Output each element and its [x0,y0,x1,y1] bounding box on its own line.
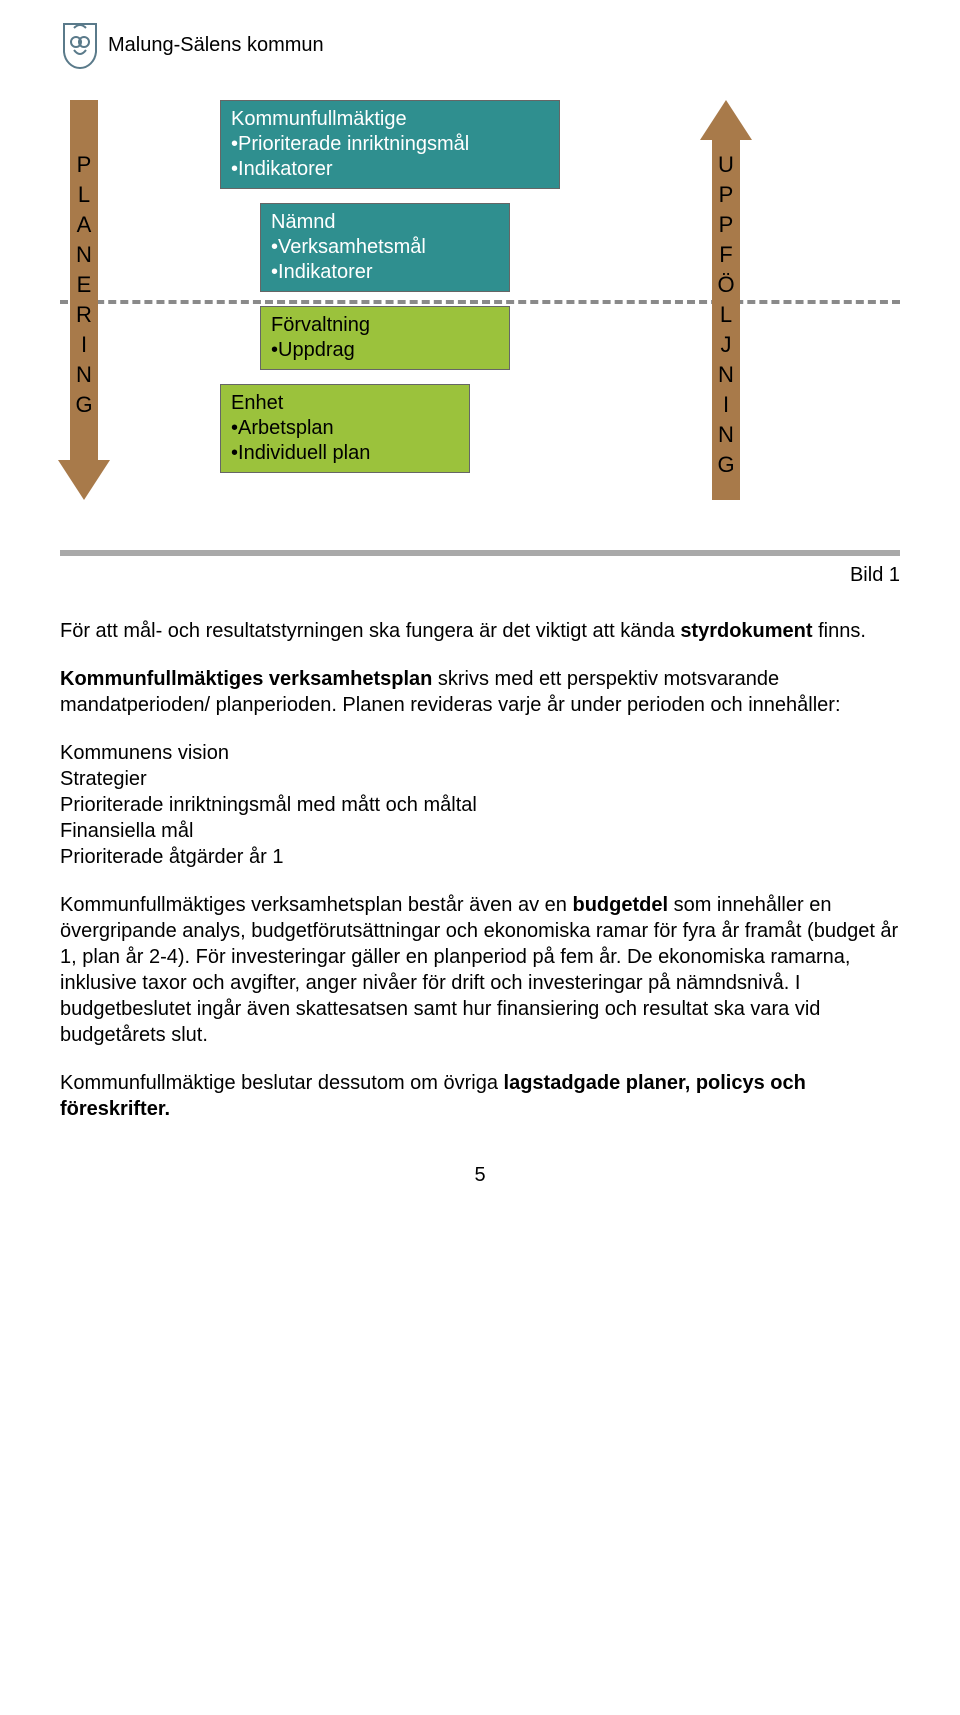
diagram-boxes: KommunfullmäktigePrioriterade inriktning… [220,100,580,487]
text: finns. [813,620,866,642]
left-arrow-label: PLANERING [74,150,94,420]
box-item: Verksamhetsmål [271,235,499,260]
bold-text: budgetdel [572,894,668,916]
box-item: Uppdrag [271,338,499,363]
box-title: Kommunfullmäktige [231,107,549,132]
diagram-box: KommunfullmäktigePrioriterade inriktning… [220,100,560,189]
box-item: Prioriterade inriktningsmål [231,132,549,157]
planning-diagram: PLANERING UPPFÖLJNING KommunfullmäktigeP… [60,100,900,530]
left-arrow: PLANERING [60,100,108,500]
box-title: Enhet [231,391,459,416]
paragraph-3: Kommunfullmäktiges verksamhetsplan bestå… [60,892,900,1048]
box-title: Nämnd [271,210,499,235]
bold-text: styrdokument [680,620,812,642]
paragraph-2: Kommunfullmäktiges verksamhetsplan skriv… [60,666,900,718]
diagram-box: FörvaltningUppdrag [260,306,510,370]
content-list: Kommunens visionStrategierPrioriterade i… [60,740,900,870]
box-item: Indikatorer [271,260,499,285]
bold-text: Kommunfullmäktiges verksamhetsplan [60,668,432,690]
diagram-box: EnhetArbetsplanIndividuell plan [220,384,470,473]
box-item: Arbetsplan [231,416,459,441]
list-item: Kommunens vision [60,740,900,766]
list-item: Strategier [60,766,900,792]
logo-text: Malung-Sälens kommun [108,32,324,58]
right-arrow: UPPFÖLJNING [702,100,750,500]
text: För att mål- och resultatstyrningen ska … [60,620,680,642]
paragraph-4: Kommunfullmäktige beslutar dessutom om ö… [60,1070,900,1122]
box-item: Indikatorer [231,157,549,182]
figure-label: Bild 1 [60,562,900,588]
text: Kommunfullmäktige beslutar dessutom om ö… [60,1072,504,1094]
right-arrow-label: UPPFÖLJNING [716,150,736,480]
box-item: Individuell plan [231,441,459,466]
text: som innehåller en övergripande analys, b… [60,894,898,1046]
text: Kommunfullmäktiges verksamhetsplan bestå… [60,894,572,916]
header-logo: Malung-Sälens kommun [60,20,900,70]
horizontal-rule [60,550,900,556]
box-title: Förvaltning [271,313,499,338]
page-number: 5 [60,1162,900,1188]
list-item: Finansiella mål [60,818,900,844]
diagram-box: NämndVerksamhetsmålIndikatorer [260,203,510,292]
coat-of-arms-icon [60,20,100,70]
list-item: Prioriterade inriktningsmål med mått och… [60,792,900,818]
list-item: Prioriterade åtgärder år 1 [60,844,900,870]
paragraph-1: För att mål- och resultatstyrningen ska … [60,618,900,644]
